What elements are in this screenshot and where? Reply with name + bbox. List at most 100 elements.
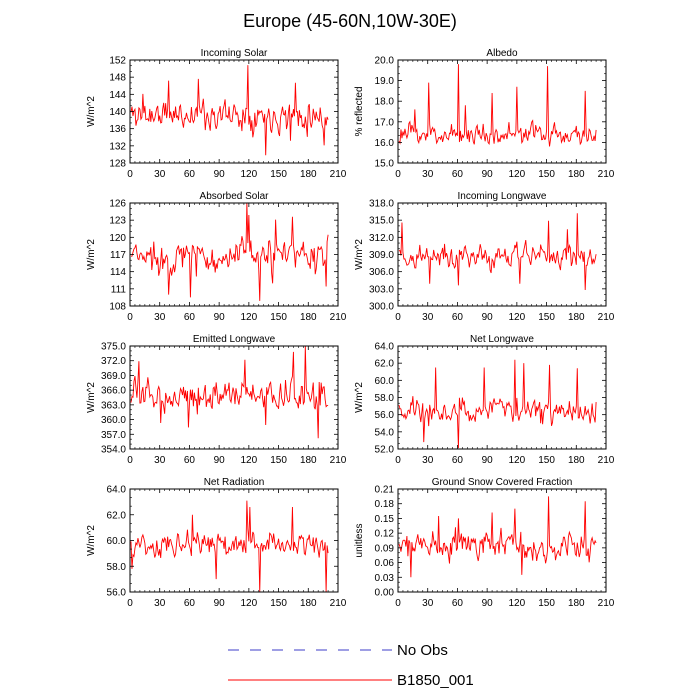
x-tick-label: 0 (395, 598, 401, 609)
x-tick-label: 210 (598, 598, 615, 609)
series-line-ground-snow-covered-fraction (398, 496, 597, 578)
x-tick-label: 150 (538, 455, 555, 466)
legend: No Obs B1850_001 (228, 642, 474, 689)
y-tick-label: 148 (109, 73, 126, 84)
x-tick-label: 60 (452, 169, 464, 180)
x-tick-label: 30 (422, 312, 434, 323)
x-tick-label: 30 (154, 598, 166, 609)
y-tick-label: 0.21 (375, 485, 395, 496)
y-axis-label-net-radiation: W/m^2 (86, 525, 97, 556)
y-tick-label: 0.15 (375, 514, 395, 525)
legend-label-b1850: B1850_001 (397, 672, 474, 689)
x-tick-label: 0 (127, 598, 133, 609)
y-axis-label-absorbed-solar: W/m^2 (86, 239, 97, 270)
series-line-net-radiation (130, 500, 329, 593)
x-tick-label: 90 (214, 169, 226, 180)
panel-title-net-radiation: Net Radiation (204, 477, 265, 488)
panel-emitted-longwave: 0 30 60 90 120 150 180 210 354.0 357.0 360.0 363.0 3… (86, 334, 347, 466)
x-tick-label: 180 (300, 598, 317, 609)
y-tick-label: 18.0 (375, 97, 395, 108)
y-axis-label-ground-snow-covered-fraction: unitless (354, 524, 365, 558)
y-tick-label: 306.0 (369, 267, 394, 278)
x-tick-label: 60 (184, 455, 196, 466)
panels-container: 0 30 60 90 120 150 180 210 128 132 136 140 144 148 152… (86, 48, 615, 609)
y-axis-label-incoming-solar: W/m^2 (86, 96, 97, 127)
y-tick-label: 315.0 (369, 216, 394, 227)
panel-title-ground-snow-covered-fraction: Ground Snow Covered Fraction (432, 477, 573, 488)
x-tick-label: 180 (300, 312, 317, 323)
panel-incoming-longwave: 0 30 60 90 120 150 180 210 300.0 303.0 306.0 309.0 3… (354, 191, 615, 323)
x-tick-label: 150 (270, 312, 287, 323)
y-tick-label: 369.0 (101, 371, 126, 382)
panel-incoming-solar: 0 30 60 90 120 150 180 210 128 132 136 140 144 148 152… (86, 48, 347, 180)
y-tick-label: 128 (109, 159, 126, 170)
y-tick-label: 372.0 (101, 356, 126, 367)
x-tick-label: 120 (241, 455, 258, 466)
y-tick-label: 144 (109, 90, 126, 101)
plot-frame-net-longwave (397, 345, 607, 450)
x-tick-label: 210 (330, 598, 347, 609)
y-tick-label: 56.0 (107, 588, 127, 599)
x-tick-label: 90 (482, 455, 494, 466)
y-tick-label: 126 (109, 199, 126, 210)
panel-absorbed-solar: 0 30 60 90 120 150 180 210 108 111 114 117 120 123 126… (86, 191, 347, 323)
x-tick-label: 210 (330, 455, 347, 466)
y-tick-label: 132 (109, 141, 126, 152)
x-tick-label: 150 (538, 169, 555, 180)
y-tick-label: 360.0 (101, 415, 126, 426)
panel-net-longwave: 0 30 60 90 120 150 180 210 52.0 54.0 56.0 58.0 60.0 6… (354, 334, 615, 466)
x-tick-label: 30 (154, 455, 166, 466)
y-tick-label: 309.0 (369, 250, 394, 261)
plot-frame-incoming-solar (129, 59, 339, 164)
x-tick-label: 210 (330, 169, 347, 180)
x-tick-label: 180 (568, 312, 585, 323)
x-tick-label: 180 (568, 455, 585, 466)
x-tick-label: 180 (568, 598, 585, 609)
y-tick-label: 152 (109, 56, 126, 67)
x-tick-label: 60 (452, 455, 464, 466)
y-tick-label: 0.09 (375, 543, 395, 554)
y-tick-label: 136 (109, 124, 126, 135)
x-tick-label: 30 (422, 598, 434, 609)
y-tick-label: 108 (109, 302, 126, 313)
panel-ground-snow-covered-fraction: 0 30 60 90 120 150 180 210 0.00 0.03 0.06 0.09 0.12 0… (354, 477, 615, 609)
y-tick-label: 20.0 (375, 56, 395, 67)
x-tick-label: 90 (214, 598, 226, 609)
legend-label-no-obs: No Obs (397, 642, 448, 659)
x-tick-label: 0 (395, 312, 401, 323)
panel-title-absorbed-solar: Absorbed Solar (200, 191, 270, 202)
y-tick-label: 60.0 (375, 376, 395, 387)
x-tick-label: 60 (452, 312, 464, 323)
y-tick-label: 19.0 (375, 76, 395, 87)
x-tick-label: 90 (482, 169, 494, 180)
x-tick-label: 150 (270, 169, 287, 180)
x-tick-label: 0 (395, 169, 401, 180)
x-tick-label: 30 (154, 312, 166, 323)
x-tick-label: 120 (509, 598, 526, 609)
series-line-incoming-longwave (398, 213, 597, 290)
x-tick-label: 150 (538, 312, 555, 323)
x-tick-label: 180 (300, 455, 317, 466)
series-line-net-longwave (398, 359, 597, 449)
x-tick-label: 90 (482, 312, 494, 323)
panel-title-net-longwave: Net Longwave (470, 334, 534, 345)
x-tick-label: 0 (395, 455, 401, 466)
y-tick-label: 357.0 (101, 430, 126, 441)
x-tick-label: 120 (241, 598, 258, 609)
y-tick-label: 303.0 (369, 284, 394, 295)
y-tick-label: 56.0 (375, 410, 395, 421)
x-tick-label: 210 (598, 312, 615, 323)
panel-net-radiation: 0 30 60 90 120 150 180 210 56.0 58.0 60.0 62.0 64.0 N… (86, 477, 347, 609)
x-tick-label: 60 (184, 598, 196, 609)
x-tick-label: 90 (214, 312, 226, 323)
x-tick-label: 150 (270, 598, 287, 609)
series-line-albedo (398, 64, 597, 147)
x-tick-label: 210 (598, 169, 615, 180)
y-tick-label: 52.0 (375, 445, 395, 456)
x-tick-label: 120 (241, 312, 258, 323)
main-title: Europe (45-60N,10W-30E) (243, 11, 457, 31)
x-tick-label: 120 (241, 169, 258, 180)
y-tick-label: 366.0 (101, 386, 126, 397)
y-tick-label: 354.0 (101, 445, 126, 456)
y-tick-label: 117 (110, 250, 126, 261)
